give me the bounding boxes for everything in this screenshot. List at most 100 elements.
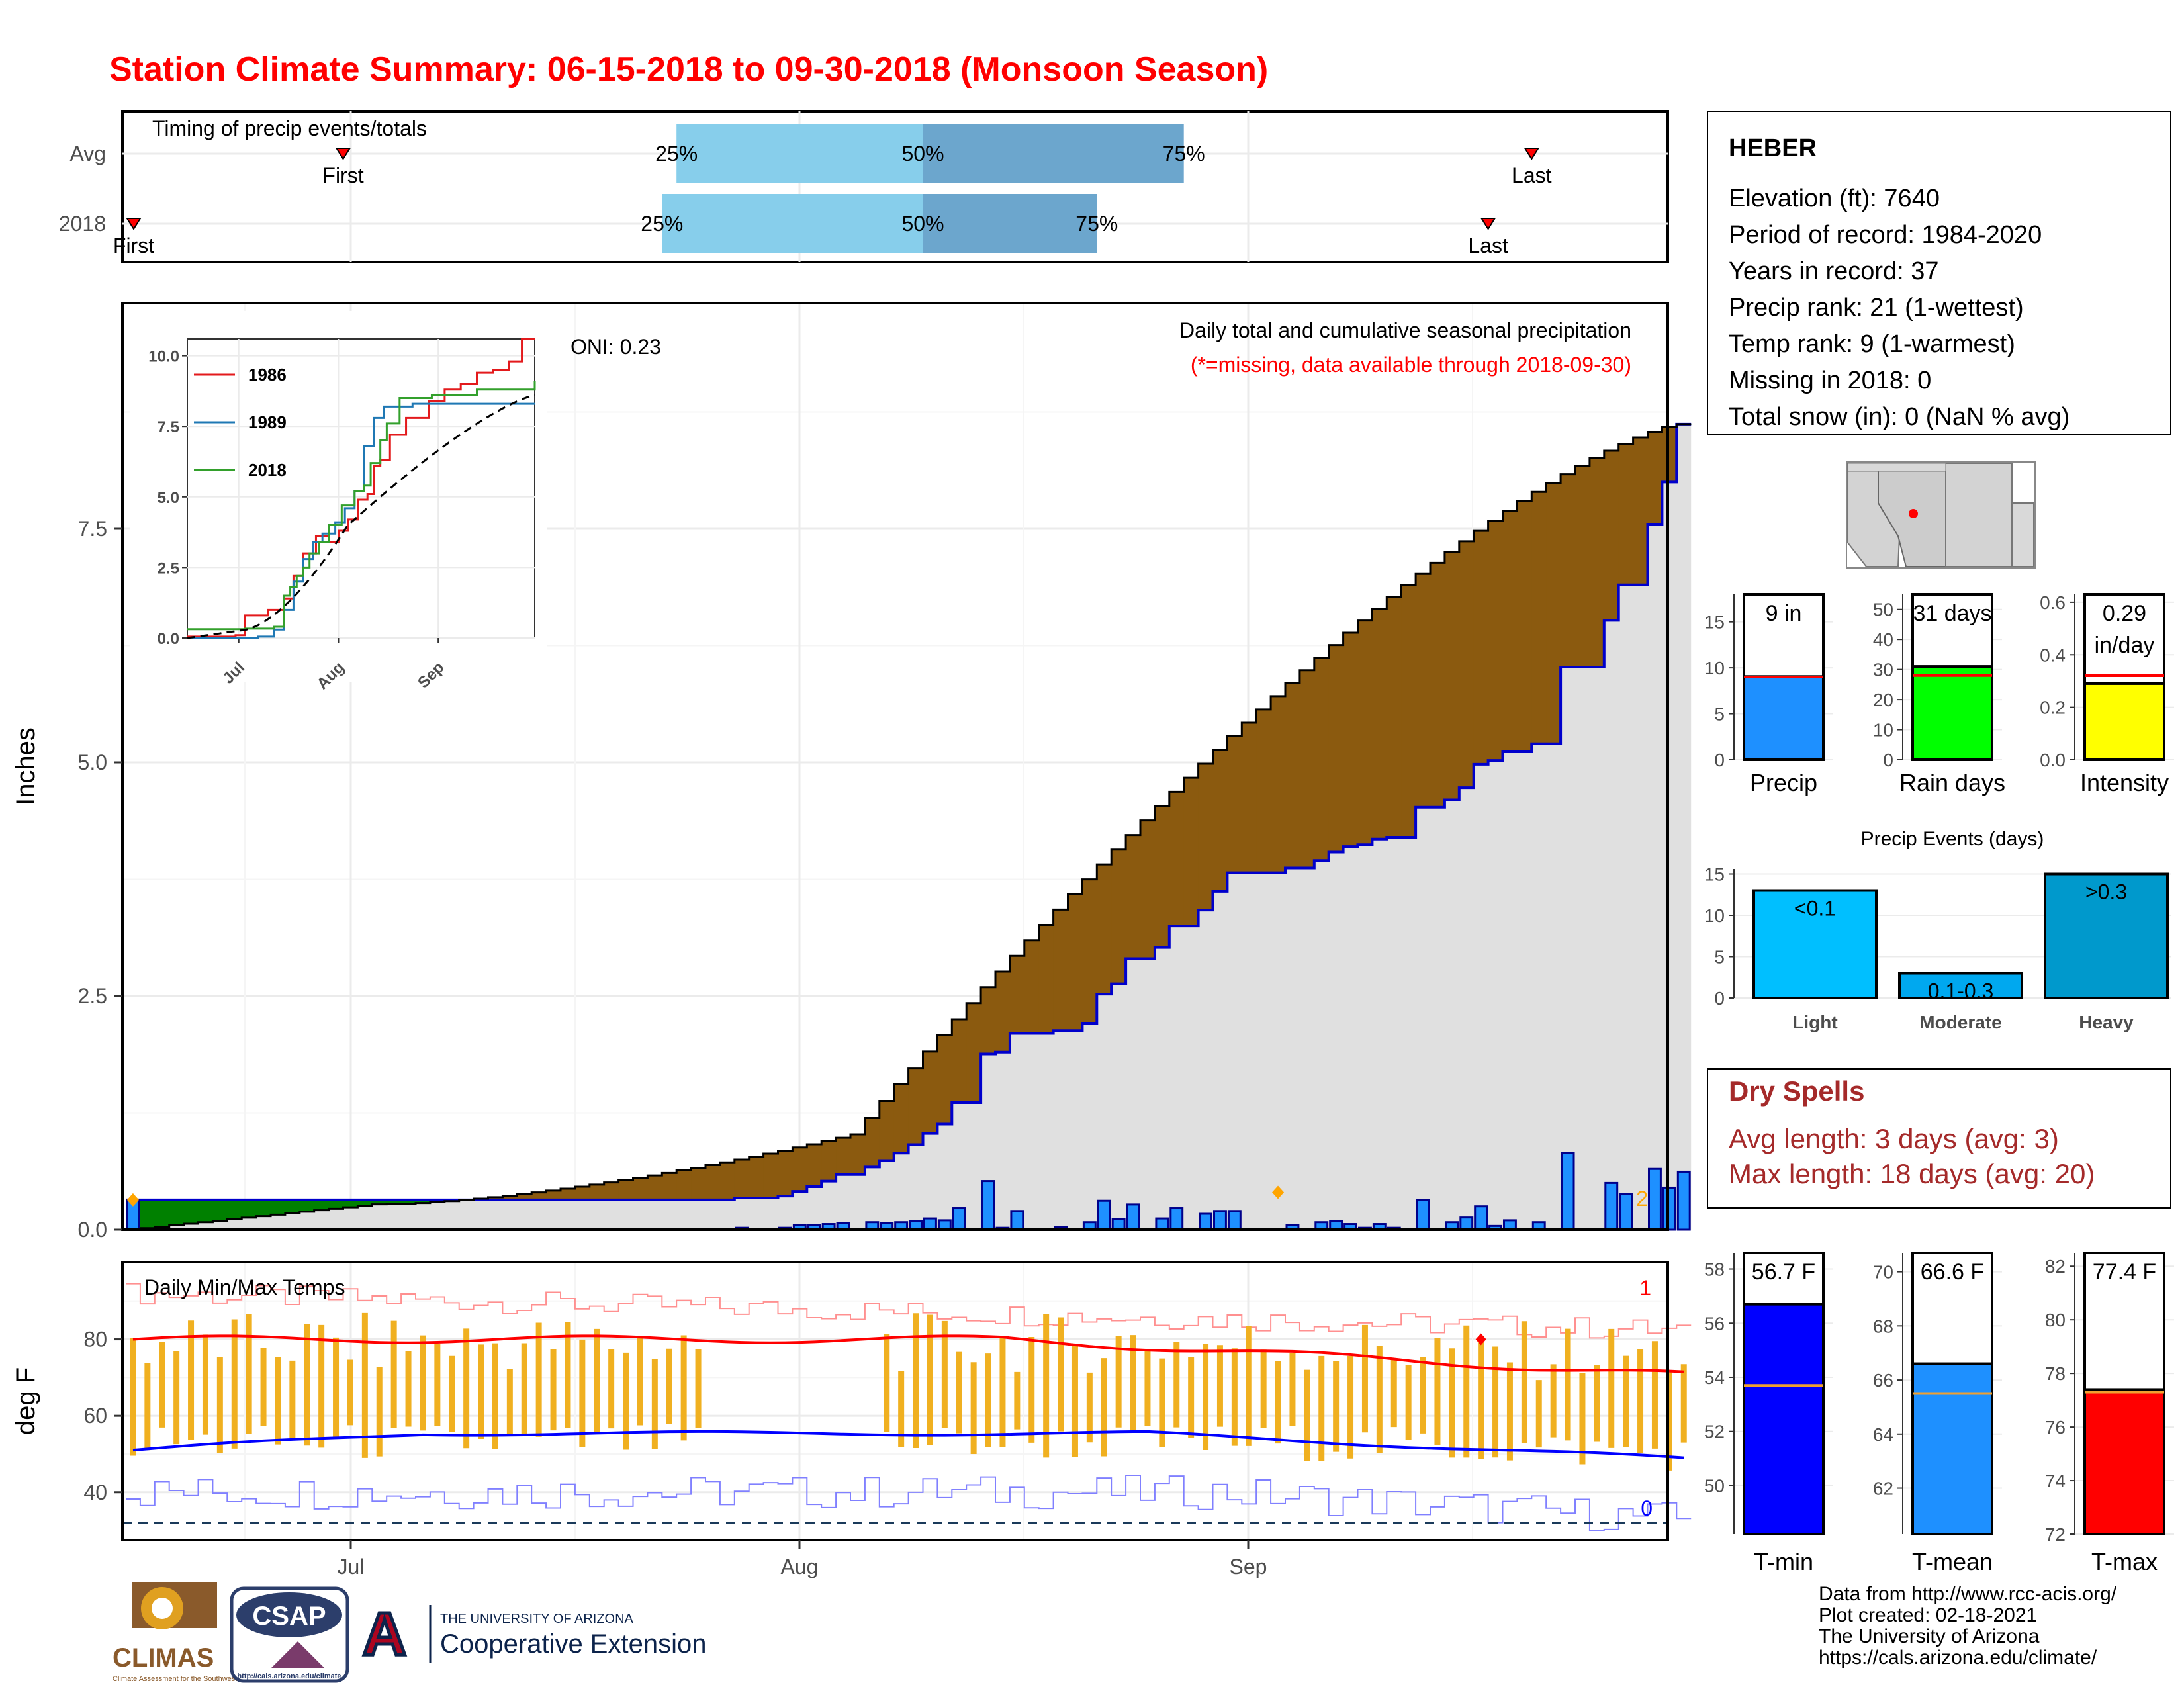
events-content: 0 5 10 15 <0.1 Light 0.1-0.3 Moderate >0.3 Heavy xyxy=(1704,864,2171,1032)
small-bar-ytick-label: 66 xyxy=(1873,1370,1893,1391)
temp-title: Daily Min/Max Temps xyxy=(144,1275,345,1299)
avg-low-line xyxy=(132,1430,1684,1459)
below-normal-segment xyxy=(1126,835,1141,959)
below-normal-segment xyxy=(908,1068,924,1145)
precip-corner-count: 2 xyxy=(1636,1187,1648,1211)
csap-logo: CSAP http://cals.arizona.edu/climate xyxy=(230,1586,349,1683)
inset-legend-1989: 1989 xyxy=(248,412,287,432)
timing-label-last: Last xyxy=(1468,234,1508,257)
daily-precip-bar xyxy=(981,1180,995,1231)
temp-count-bottom: 0 xyxy=(1641,1496,1653,1520)
small-bar-ytick-label: 74 xyxy=(2045,1471,2066,1491)
normal-cumulative-line xyxy=(126,423,1692,1231)
timing-label-first: First xyxy=(113,234,154,257)
below-normal-segment xyxy=(1242,723,1257,873)
daily-precip-bar xyxy=(1561,1152,1575,1231)
timing-label-50: 50% xyxy=(901,142,944,165)
below-normal-segment xyxy=(763,1154,779,1198)
precip-ytick-label: 2.5 xyxy=(78,984,107,1008)
timing-label-25: 25% xyxy=(655,142,698,165)
above-normal-segment xyxy=(416,1199,431,1203)
below-normal-segment xyxy=(1561,474,1576,667)
below-normal-segment xyxy=(1198,763,1214,911)
small-bar-ytick-label: 5 xyxy=(1714,704,1725,725)
below-normal-segment xyxy=(1647,432,1662,524)
small-bar-name: T-mean xyxy=(1912,1548,1993,1575)
timing-label-25: 25% xyxy=(641,212,683,236)
temp-panel: 40 60 80 deg F Daily Min/Max Temps 1 0 Jul… xyxy=(11,1261,1692,1578)
below-normal-segment xyxy=(1314,657,1330,861)
below-normal-segment xyxy=(1662,427,1677,482)
daily-precip-bar xyxy=(1126,1203,1140,1231)
below-normal-segment xyxy=(864,1117,880,1167)
temp-bar-t-max: 72 74 76 78 80 82 77.4 F T-max xyxy=(2045,1252,2174,1575)
small-bar-name: Precip xyxy=(1750,769,1817,796)
inset-series-2018 xyxy=(187,381,536,631)
below-normal-segment xyxy=(1444,551,1460,800)
missing-marker xyxy=(126,1193,139,1207)
below-normal-segment xyxy=(807,1144,822,1187)
small-bar-name: T-min xyxy=(1754,1548,1813,1575)
map-state-new-mexico xyxy=(1945,463,2013,567)
below-normal-segment xyxy=(1271,696,1286,873)
summary-bar-intensity: 0.0 0.2 0.4 0.6 0.29 in/day Intensity xyxy=(2040,592,2174,796)
events-bar-light xyxy=(1752,889,1878,999)
inset-ytick-label: 2.5 xyxy=(158,559,179,577)
above-normal-segment xyxy=(401,1199,416,1204)
small-bar-ytick-label: 62 xyxy=(1873,1479,1893,1499)
small-bar-value xyxy=(1743,1303,1825,1536)
missing-marker xyxy=(1272,1185,1285,1199)
below-normal-segment xyxy=(1502,510,1518,752)
below-normal-segment xyxy=(1589,458,1605,667)
precip-subtitle: Daily total and cumulative seasonal prec… xyxy=(1179,318,1631,342)
small-bar-value xyxy=(1911,665,1993,761)
temp-xtick-label: Jul xyxy=(338,1555,365,1578)
small-bar-ytick-label: 58 xyxy=(1704,1259,1725,1280)
events-bar-label: >0.3 xyxy=(2085,880,2127,904)
station-elevation: Elevation (ft): 7640 xyxy=(1729,185,1940,212)
small-bar-ytick-label: 50 xyxy=(1873,600,1893,620)
oni-label: ONI: 0.23 xyxy=(570,335,661,359)
csap-logo-url: http://cals.arizona.edu/climate xyxy=(237,1672,341,1680)
below-normal-segment xyxy=(1575,466,1590,667)
temp-ytick-label: 80 xyxy=(83,1328,107,1351)
station-years: Years in record: 37 xyxy=(1729,257,1939,285)
timing-bar-50-75 xyxy=(923,124,1184,183)
below-normal-segment xyxy=(1517,501,1532,752)
below-normal-segment xyxy=(1299,670,1315,868)
below-normal-segment xyxy=(749,1156,764,1198)
below-normal-segment xyxy=(1488,520,1504,761)
summary-bars: 0 5 10 15 9 in Precip 0 10 20 30 40 50 31 days Rain d… xyxy=(1704,592,2174,796)
below-normal-segment xyxy=(836,1138,851,1175)
below-normal-segment xyxy=(1328,645,1344,852)
below-normal-segment xyxy=(1618,443,1634,585)
below-normal-segment xyxy=(734,1159,750,1198)
timing-bar-25-50 xyxy=(676,124,923,183)
station-temp-rank: Temp rank: 9 (1-warmest) xyxy=(1729,330,2015,358)
csap-logo-text: CSAP xyxy=(252,1602,326,1631)
daily-precip-bar xyxy=(1604,1181,1619,1231)
small-bar-value-label: 66.6 F xyxy=(1921,1259,1984,1285)
station-precip-rank: Precip rank: 21 (1-wettest) xyxy=(1729,294,2024,322)
events-ytick-label: 5 xyxy=(1714,947,1725,968)
below-normal-segment xyxy=(1009,956,1025,1034)
precip-ytick-label: 0.0 xyxy=(78,1218,107,1242)
record-marker xyxy=(1475,1333,1486,1346)
events-ytick-label: 15 xyxy=(1704,864,1725,885)
below-normal-segment xyxy=(1546,482,1561,744)
temp-xtick-label: Sep xyxy=(1230,1555,1267,1578)
daily-precip-bar xyxy=(952,1207,966,1231)
small-bar-ytick-label: 70 xyxy=(1873,1262,1893,1283)
csap-logo-cloud xyxy=(236,1592,342,1637)
below-normal-segment xyxy=(1604,451,1619,621)
small-bar-ytick-label: 64 xyxy=(1873,1424,1893,1445)
station-missing: Missing in 2018: 0 xyxy=(1729,367,1931,394)
map-state-nevada-utah xyxy=(1847,463,1946,472)
small-bar-ytick-label: 40 xyxy=(1873,629,1893,650)
below-normal-segment xyxy=(546,1190,561,1200)
small-bar-ytick-label: 56 xyxy=(1704,1313,1725,1334)
precip-ytick-label: 7.5 xyxy=(78,517,107,541)
precip-areas xyxy=(126,422,1692,1231)
footer-line-1: Data from http://www.rcc-acis.org/ xyxy=(1819,1583,2117,1605)
below-normal-segment xyxy=(691,1167,706,1200)
